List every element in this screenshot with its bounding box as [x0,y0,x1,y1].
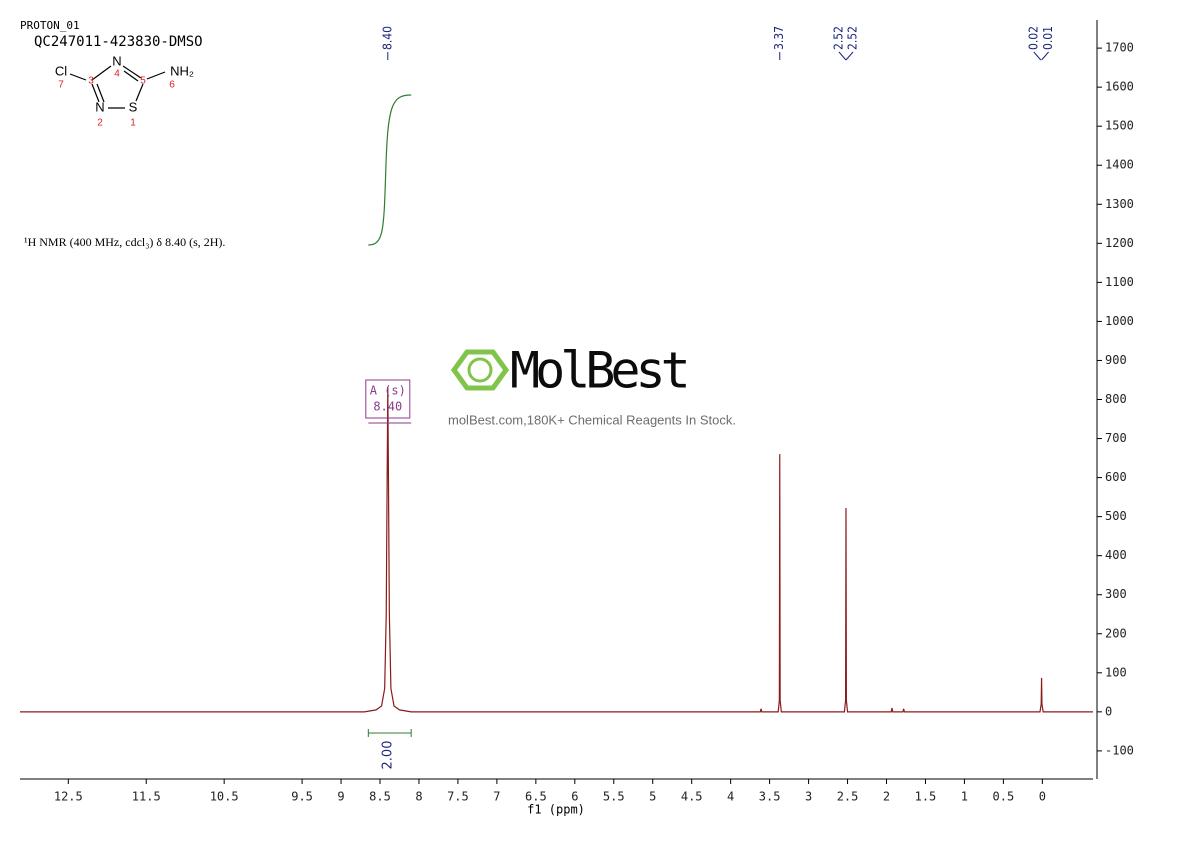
multiplet-shift: 8.40 [373,400,402,414]
atom: N [112,53,121,68]
sample-id: PROTON_01 [20,19,80,32]
x-tick-label: 11.5 [132,790,161,804]
y-tick-label: 400 [1105,548,1127,562]
atom: Cl [55,63,67,78]
x-tick-label: 5.5 [603,790,625,804]
peak-label-line [845,51,854,61]
atom: NH₂ [170,63,194,78]
x-tick-label: 3 [805,790,812,804]
y-tick-label: 1400 [1105,158,1134,172]
atom: S [129,99,138,114]
y-tick-label: 900 [1105,353,1127,367]
integral-curve [368,94,412,246]
integral-value: 2.00 [380,741,395,770]
x-tick-label: 9.5 [291,790,313,804]
x-tick-label: 2.5 [837,790,859,804]
y-tick-label: 1200 [1105,236,1134,250]
peak-label-text: 0.02 [1026,26,1040,50]
x-tick-label: 3.5 [759,790,781,804]
y-tick-label: 1600 [1105,80,1134,94]
x-tick-label: 4 [727,790,734,804]
x-tick-label: 10.5 [210,790,239,804]
x-tick-label: 8.5 [369,790,391,804]
peak-label: 8.40 [380,26,394,60]
y-tick-label: 1500 [1105,119,1134,133]
x-tick-label: 6 [571,790,578,804]
peak-label: 3.37 [772,26,786,60]
x-tick-label: 4.5 [681,790,703,804]
x-tick-label: 2 [883,790,890,804]
atom-number: 2 [97,118,103,129]
y-tick-label: 300 [1105,587,1127,601]
x-tick-label: 0.5 [993,790,1015,804]
multiplet-box [365,379,411,419]
peak-label-text: 0.01 [1041,26,1055,50]
peak-label: 0.01 [1041,26,1055,61]
peak-label-text: 8.40 [380,26,394,50]
x-tick-label: 6.5 [525,790,547,804]
peak-label: 0.02 [1026,26,1042,61]
atom-number: 1 [130,118,136,129]
y-tick-label: 200 [1105,626,1127,640]
y-tick-label: 0 [1105,704,1112,718]
y-tick-label: 700 [1105,431,1127,445]
peak-label: 2.52 [831,26,847,61]
peak-label-line [1033,51,1042,61]
y-tick-label: 1300 [1105,197,1134,211]
bonds [69,65,166,109]
peak-label-text: 2.52 [845,26,859,50]
tagline: molBest.com,180K+ Chemical Reagents In S… [448,412,736,427]
peak-label-text: 2.52 [831,26,845,50]
x-tick-label: 7.5 [447,790,469,804]
y-tick-label: 500 [1105,509,1127,523]
atom-number: 7 [58,80,64,91]
x-axis-label: f1 (ppm) [527,803,585,817]
structure: Cl N N S NH₂ 7 3 4 5 6 2 1 [55,53,194,128]
peak-label-line [1041,51,1049,61]
y-tick-label: 1100 [1105,275,1134,289]
x-tick-label: 1.5 [915,790,937,804]
chart-title: QC247011-423830-DMSO [34,34,203,50]
y-tick-label: 600 [1105,470,1127,484]
atom: N [95,99,104,114]
atom-number: 3 [88,76,94,87]
x-tick-label: 0 [1039,790,1046,804]
y-tick-label: -100 [1105,743,1134,757]
x-tick-label: 9 [337,790,344,804]
watermark: MolBest molBest.com,180K+ Chemical Reage… [448,342,736,428]
peak-label-text: 3.37 [772,26,786,50]
y-tick-label: 800 [1105,392,1127,406]
y-tick-label: 100 [1105,665,1127,679]
x-tick-label: 7 [493,790,500,804]
atom-number: 5 [140,76,146,87]
peak-label: 2.52 [845,26,859,61]
spectrum-line [20,387,1093,713]
multiplet-name: A (s) [370,384,406,398]
x-tick-label: 5 [649,790,656,804]
annotation: ¹H NMR (400 MHz, cdcl₃) δ 8.40 (s, 2H). [24,235,225,249]
x-tick-label: 8 [415,790,422,804]
y-tick-label: 1700 [1105,41,1134,55]
x-tick-label: 12.5 [54,790,83,804]
atom-number: 6 [169,80,175,91]
y-tick-label: 1000 [1105,314,1134,328]
atom-number: 4 [114,69,120,80]
brand: MolBest [510,342,687,400]
peak-label-line [838,51,847,61]
x-tick-label: 1 [961,790,968,804]
